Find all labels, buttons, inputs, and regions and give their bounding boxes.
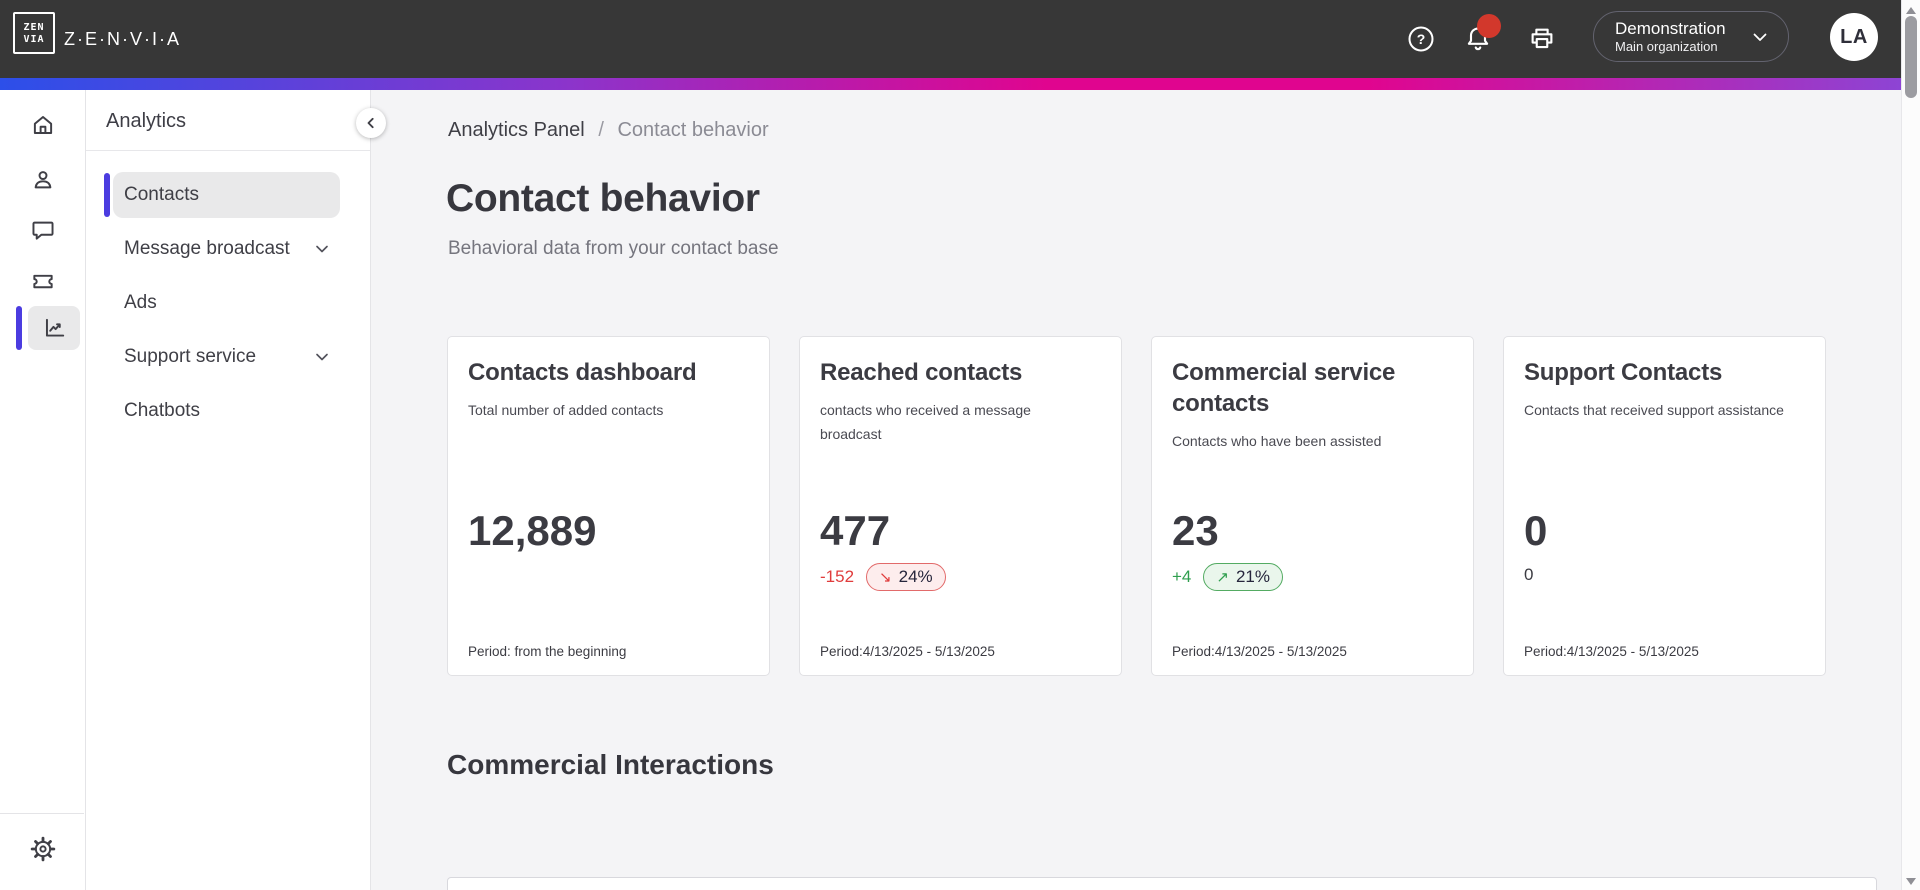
contacts-icon[interactable] xyxy=(30,167,56,193)
metric-cards-row: Contacts dashboard Total number of added… xyxy=(447,336,1826,676)
sidebar-item-ads[interactable]: Ads xyxy=(86,280,371,326)
sidebar-item-contacts[interactable]: Contacts xyxy=(86,172,371,218)
breadcrumb-current: Contact behavior xyxy=(617,119,769,141)
conversations-icon[interactable] xyxy=(30,217,56,243)
trend-badge: ↗ 21% xyxy=(1203,563,1283,591)
active-indicator-bar xyxy=(104,389,110,433)
active-indicator-bar xyxy=(104,227,110,271)
trend-badge: ↘ 24% xyxy=(866,563,946,591)
sidebar-collapse-button[interactable] xyxy=(356,108,386,138)
active-indicator-bar xyxy=(104,335,110,379)
rail-divider xyxy=(0,813,84,814)
card-title: Support Contacts xyxy=(1524,359,1723,386)
card-value: 0 xyxy=(1524,507,1548,554)
card-trend-row: -152 ↘ 24% xyxy=(820,563,946,591)
organization-switcher[interactable]: Demonstration Main organization xyxy=(1593,11,1789,62)
sidebar-item-message-broadcast[interactable]: Message broadcast xyxy=(86,226,371,272)
card-value: 12,889 xyxy=(468,507,597,554)
card-period: Period:4/13/2025 - 5/13/2025 xyxy=(1172,644,1347,659)
card-period: Period: from the beginning xyxy=(468,644,627,659)
logo-text-top: ZEN xyxy=(23,21,45,33)
help-icon[interactable]: ? xyxy=(1405,23,1437,55)
trend-percent: 24% xyxy=(898,567,933,586)
card-delta: +4 xyxy=(1172,567,1192,586)
chevron-down-icon xyxy=(312,347,332,372)
sidebar-item-chatbots[interactable]: Chatbots xyxy=(86,388,371,434)
brand-wordmark: Z·E·N·V·I·A xyxy=(64,28,181,49)
home-icon[interactable] xyxy=(30,112,56,138)
trend-percent: 21% xyxy=(1235,567,1270,586)
menu-item-label: Chatbots xyxy=(124,400,201,421)
menu-item-label: Contacts xyxy=(124,184,199,205)
metric-card: Support Contacts Contacts that received … xyxy=(1503,336,1826,676)
section-heading: Commercial Interactions xyxy=(447,749,774,780)
notification-badge xyxy=(1477,14,1501,38)
card-title: Reached contacts xyxy=(820,359,1023,386)
metric-card: Reached contacts contacts who received a… xyxy=(799,336,1122,676)
chevron-down-icon xyxy=(1748,25,1772,49)
trend-up-icon: ↗ xyxy=(1216,569,1229,586)
card-title: Contacts dashboard xyxy=(468,359,697,386)
active-indicator-bar xyxy=(104,281,110,325)
breadcrumb-parent[interactable]: Analytics Panel xyxy=(448,119,585,141)
svg-text:?: ? xyxy=(1417,31,1426,47)
card-secondary-value: 0 xyxy=(1524,565,1534,584)
card-period: Period:4/13/2025 - 5/13/2025 xyxy=(820,644,995,659)
sidebar-item-support-service[interactable]: Support service xyxy=(86,334,371,380)
card-period: Period:4/13/2025 - 5/13/2025 xyxy=(1524,644,1699,659)
scrollbar-up-arrow[interactable] xyxy=(1906,7,1916,14)
card-value: 23 xyxy=(1172,507,1219,554)
primary-nav-rail xyxy=(0,90,86,890)
breadcrumb-separator: / xyxy=(598,119,604,141)
settings-icon[interactable] xyxy=(30,836,56,862)
card-description: contacts who received a message broadcas… xyxy=(820,402,1031,442)
print-icon[interactable] xyxy=(1526,23,1558,55)
menu-item-background xyxy=(113,172,340,218)
commercial-interactions-panel xyxy=(447,877,1877,890)
scrollbar-thumb[interactable] xyxy=(1905,16,1917,98)
metric-card: Commercial service contacts Contacts who… xyxy=(1151,336,1474,676)
organization-name: Demonstration xyxy=(1615,19,1726,38)
active-indicator-bar xyxy=(16,306,22,350)
chevron-down-icon xyxy=(312,239,332,264)
sidebar-divider xyxy=(86,150,370,151)
card-value: 477 xyxy=(820,507,891,554)
tickets-icon[interactable] xyxy=(30,268,56,294)
card-delta: -152 xyxy=(820,567,855,586)
scrollbar-down-arrow[interactable] xyxy=(1906,878,1916,885)
card-description: Contacts who have been assisted xyxy=(1172,433,1382,449)
menu-item-label: Support service xyxy=(124,346,257,367)
zenvia-logo-icon[interactable]: ZEN VIA xyxy=(13,12,55,54)
page-title: Contact behavior xyxy=(446,177,760,220)
active-indicator-bar xyxy=(104,173,110,217)
card-description: Contacts that received support assistanc… xyxy=(1524,402,1784,418)
analytics-icon[interactable] xyxy=(41,315,67,341)
top-navigation-bar: ZEN VIA Z·E·N·V·I·A ? xyxy=(0,0,1901,78)
brand-gradient-bar xyxy=(0,78,1901,90)
user-avatar[interactable]: LA xyxy=(1830,13,1878,61)
card-trend-row: +4 ↗ 21% xyxy=(1172,563,1283,591)
metric-card: Contacts dashboard Total number of added… xyxy=(447,336,770,676)
trend-down-icon: ↘ xyxy=(879,569,892,586)
logo-text-bottom: VIA xyxy=(23,33,45,45)
analytics-sidebar: Analytics Contacts Message broadcast Ads… xyxy=(86,90,371,890)
notifications-icon[interactable] xyxy=(1462,14,1501,55)
card-title: Commercial service contacts xyxy=(1172,359,1396,417)
page-subtitle: Behavioral data from your contact base xyxy=(448,238,779,259)
card-description: Total number of added contacts xyxy=(468,402,664,418)
sidebar-title: Analytics xyxy=(106,110,187,132)
menu-item-label: Ads xyxy=(124,292,157,313)
page-scrollbar[interactable] xyxy=(1901,0,1920,890)
organization-description: Main organization xyxy=(1615,39,1718,54)
breadcrumb: Analytics Panel / Contact behavior xyxy=(448,119,769,142)
menu-item-label: Message broadcast xyxy=(124,238,290,259)
